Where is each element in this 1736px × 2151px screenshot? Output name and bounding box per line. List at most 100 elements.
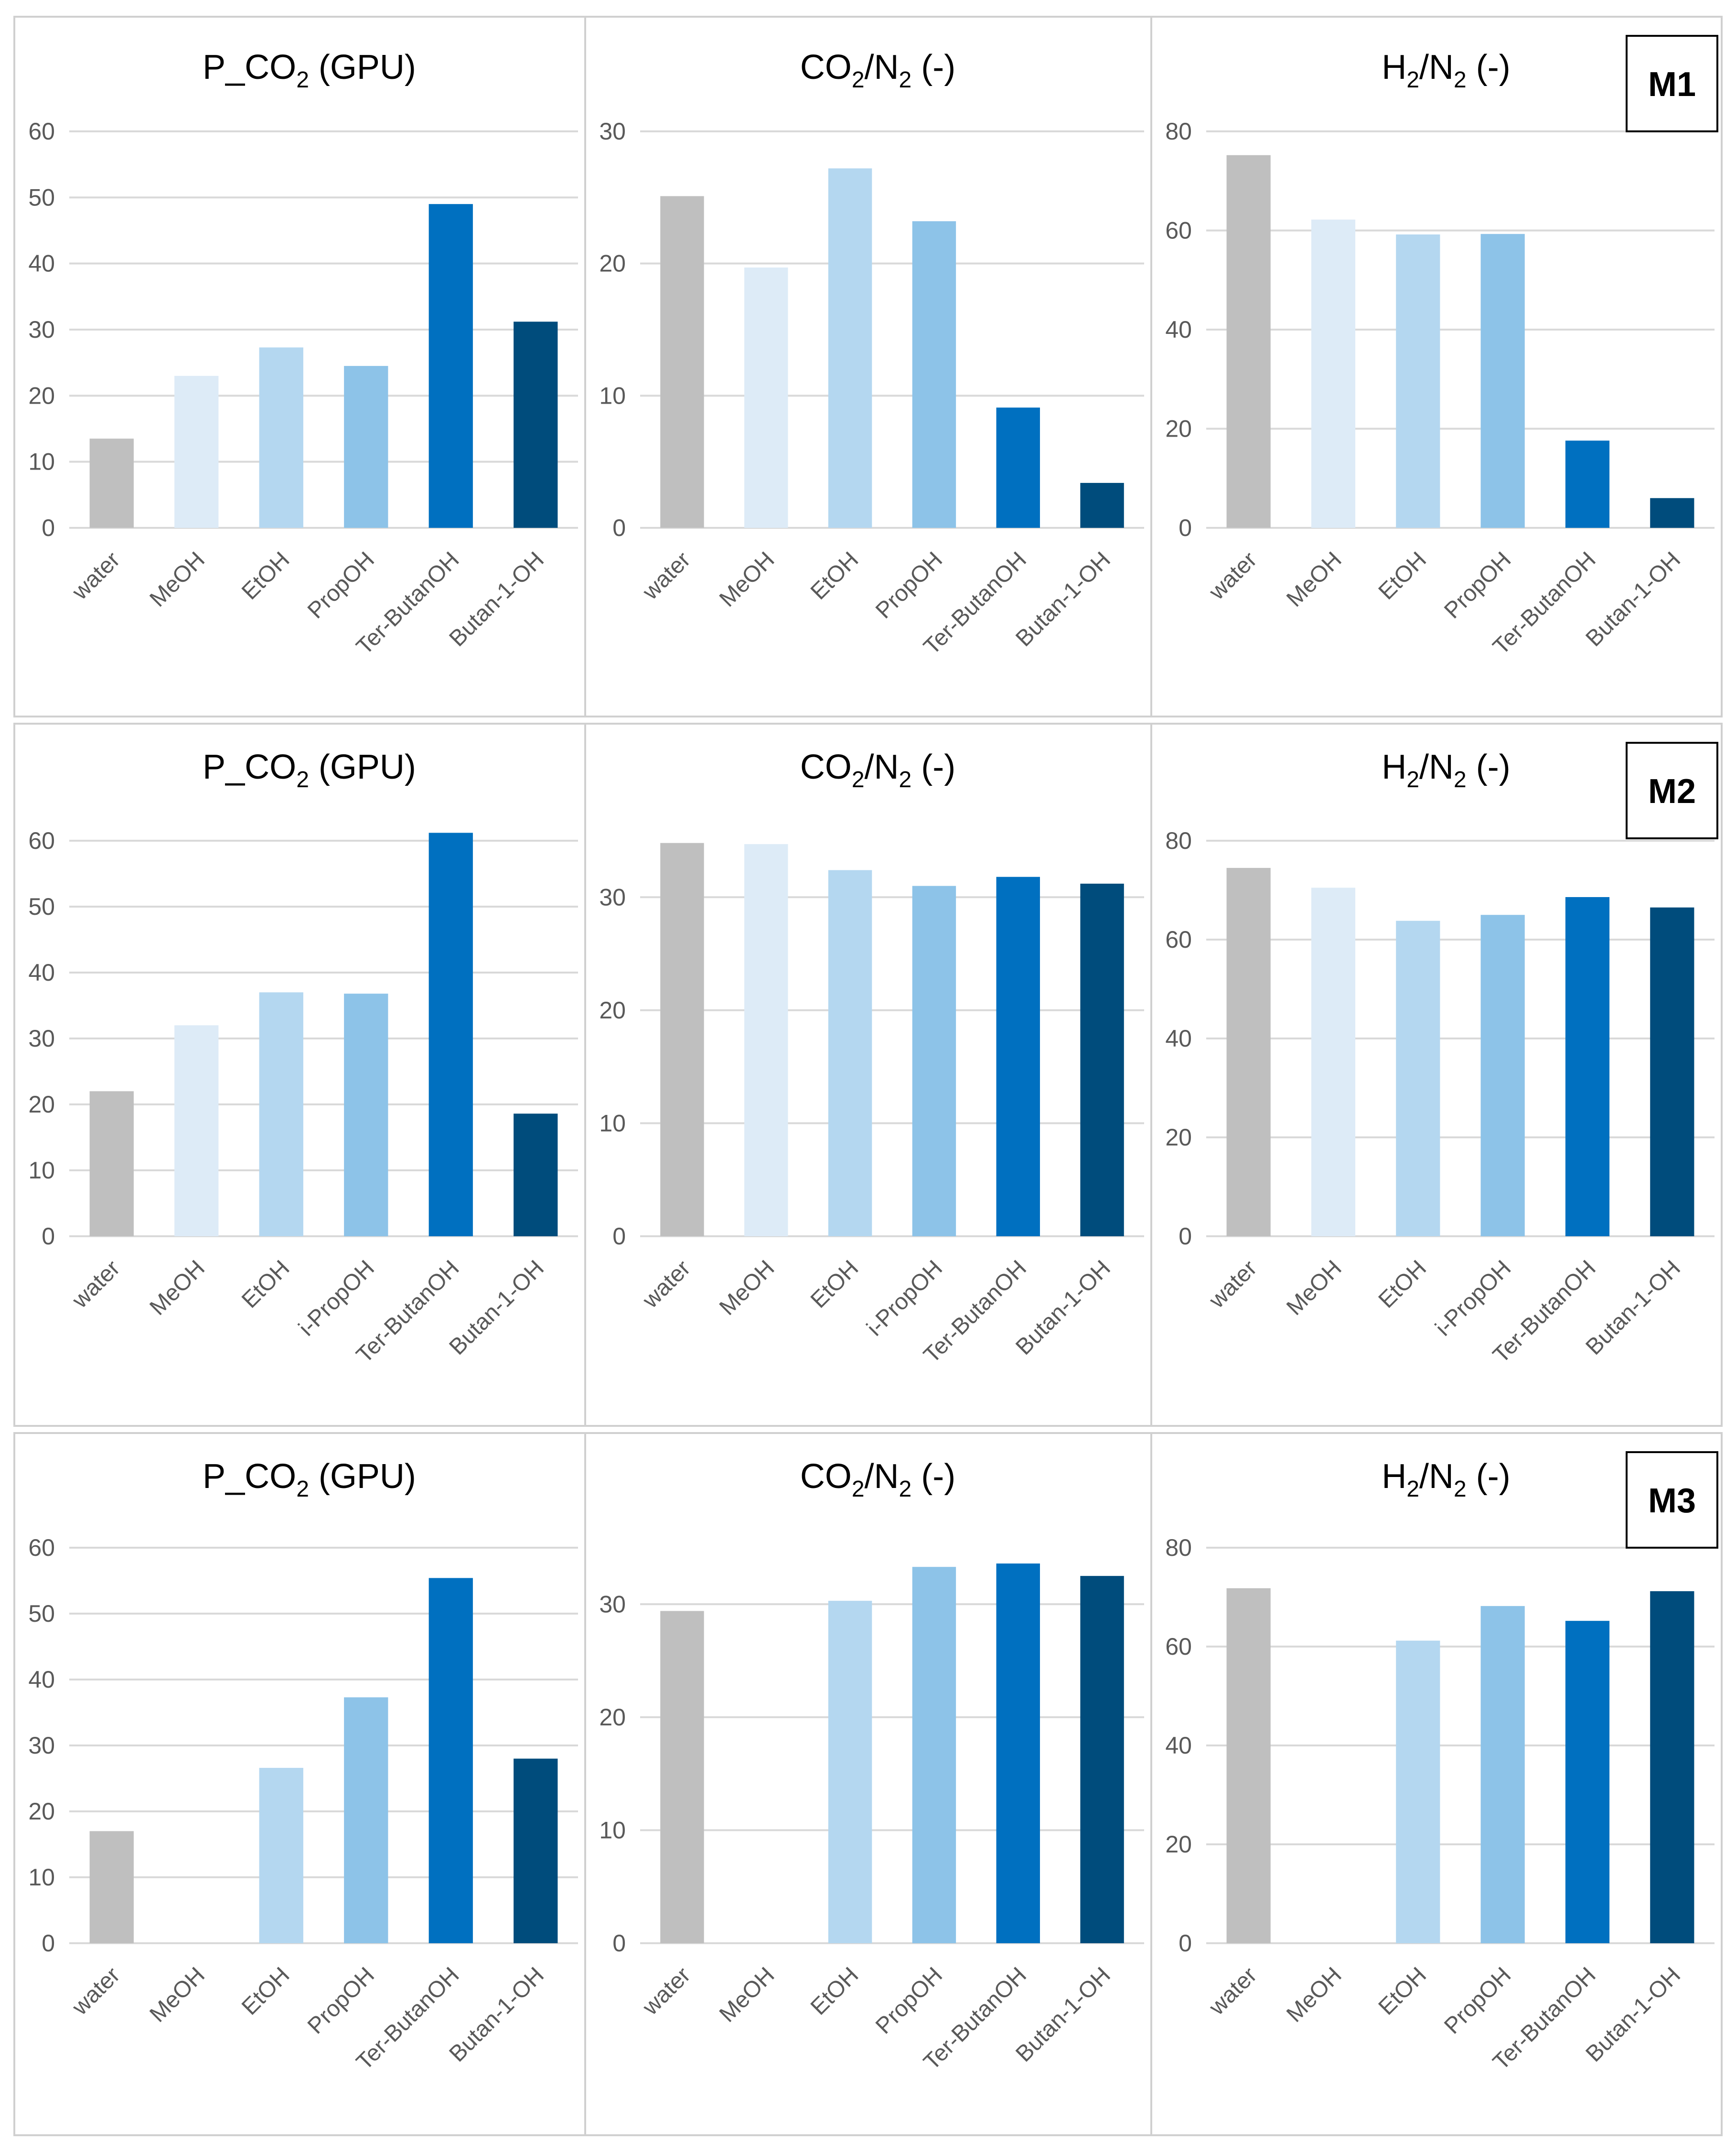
y-tick-label: 10 xyxy=(599,1817,626,1843)
title-part: CO xyxy=(800,48,852,86)
bar-meoh xyxy=(1311,219,1356,528)
title-part: 2 xyxy=(1454,767,1467,792)
bar-butan-1-oh xyxy=(1080,482,1124,528)
bar-propoh xyxy=(344,366,388,528)
title-part: 2 xyxy=(1454,67,1467,93)
title-part: 2 xyxy=(296,67,309,93)
bar-ter-butanoh xyxy=(1565,440,1610,528)
bar-meoh xyxy=(174,375,219,528)
y-tick-label: 0 xyxy=(612,1930,626,1957)
title-part: 2 xyxy=(1406,767,1419,792)
title-part: (-) xyxy=(1467,1457,1511,1496)
chart-title: CO2/N2 (-) xyxy=(800,48,955,93)
bar-meoh xyxy=(174,1025,219,1236)
title-part: /N xyxy=(1419,1457,1454,1496)
y-tick-label: 10 xyxy=(599,382,626,409)
title-part: 2 xyxy=(1454,1477,1467,1502)
chart-title: P_CO2 (GPU) xyxy=(203,48,416,93)
y-tick-label: 0 xyxy=(1179,1930,1192,1957)
y-tick-label: 0 xyxy=(1179,514,1192,541)
y-tick-label: 0 xyxy=(612,514,626,541)
chart-title: P_CO2 (GPU) xyxy=(203,1457,416,1502)
bar-etoh xyxy=(259,347,303,528)
title-part: (-) xyxy=(1467,748,1511,786)
y-tick-label: 0 xyxy=(1179,1223,1192,1250)
bar-butan-1-oh xyxy=(514,1758,558,1943)
bar-meoh xyxy=(744,267,788,528)
y-tick-label: 30 xyxy=(28,316,55,343)
title-part: 2 xyxy=(899,1477,912,1502)
y-tick-label: 60 xyxy=(28,827,55,854)
y-tick-label: 30 xyxy=(599,118,626,145)
y-tick-label: 10 xyxy=(28,1157,55,1184)
title-part: (-) xyxy=(911,748,955,786)
y-tick-label: 0 xyxy=(612,1223,626,1250)
row-badge: M1 xyxy=(1648,65,1696,104)
y-tick-label: 20 xyxy=(599,1704,626,1731)
chart-title: P_CO2 (GPU) xyxy=(203,748,416,792)
y-tick-label: 20 xyxy=(1165,1831,1192,1858)
y-tick-label: 60 xyxy=(1165,1633,1192,1660)
y-tick-label: 20 xyxy=(28,1798,55,1825)
bar-propoh xyxy=(912,1567,956,1943)
title-part: CO xyxy=(800,1457,852,1496)
y-tick-label: 20 xyxy=(1165,416,1192,442)
y-tick-label: 20 xyxy=(28,1091,55,1118)
bar-ter-butanoh xyxy=(1565,1621,1610,1943)
bar-butan-1-oh xyxy=(1080,883,1124,1236)
bar-water xyxy=(1226,1588,1271,1943)
title-part: 2 xyxy=(1406,1477,1419,1502)
bar-butan-1-oh xyxy=(514,321,558,528)
y-tick-label: 80 xyxy=(1165,827,1192,854)
y-tick-label: 20 xyxy=(1165,1124,1192,1151)
bar-water xyxy=(660,843,704,1236)
y-tick-label: 80 xyxy=(1165,118,1192,145)
bar-butan-1-oh xyxy=(1650,907,1694,1236)
bar-propoh xyxy=(1480,1606,1525,1943)
bar-ter-butanoh xyxy=(429,833,473,1236)
bar-etoh xyxy=(1396,234,1440,528)
title-part: 2 xyxy=(852,67,865,93)
bar-propoh xyxy=(344,1697,388,1943)
bar-etoh xyxy=(1396,920,1440,1236)
row-badge: M2 xyxy=(1648,772,1696,811)
chart-title: H2/N2 (-) xyxy=(1382,48,1510,93)
y-tick-label: 30 xyxy=(28,1025,55,1052)
title-part: P_CO xyxy=(203,1457,296,1496)
chart-title: CO2/N2 (-) xyxy=(800,1457,955,1502)
bar-etoh xyxy=(259,992,303,1236)
title-part: 2 xyxy=(1406,67,1419,93)
row-badge-box xyxy=(1626,742,1718,839)
title-part: 2 xyxy=(899,67,912,93)
bar-butan-1-oh xyxy=(1650,1591,1694,1943)
y-tick-label: 50 xyxy=(28,893,55,920)
row-badge-box xyxy=(1626,1451,1718,1549)
title-part: P_CO xyxy=(203,48,296,86)
bar-etoh xyxy=(1396,1640,1440,1943)
y-tick-label: 40 xyxy=(1165,316,1192,343)
title-part: /N xyxy=(1419,48,1454,86)
title-part: 2 xyxy=(899,767,912,792)
y-tick-label: 40 xyxy=(28,1666,55,1693)
bar-ter-butanoh xyxy=(429,204,473,528)
title-part: (-) xyxy=(911,1457,955,1496)
bar-butan-1-oh xyxy=(514,1113,558,1236)
bar-etoh xyxy=(259,1767,303,1943)
y-tick-label: 80 xyxy=(1165,1534,1192,1561)
title-part: H xyxy=(1382,748,1406,786)
title-part: /N xyxy=(1419,748,1454,786)
title-part: 2 xyxy=(296,1477,309,1502)
y-tick-label: 20 xyxy=(599,997,626,1024)
y-tick-label: 0 xyxy=(42,1223,55,1250)
bar-water xyxy=(89,1831,134,1943)
y-tick-label: 60 xyxy=(28,118,55,145)
title-part: P_CO xyxy=(203,748,296,786)
title-part: H xyxy=(1382,48,1406,86)
title-part: /N xyxy=(865,1457,899,1496)
bar-water xyxy=(660,196,704,528)
bar-i-propoh xyxy=(344,994,388,1236)
